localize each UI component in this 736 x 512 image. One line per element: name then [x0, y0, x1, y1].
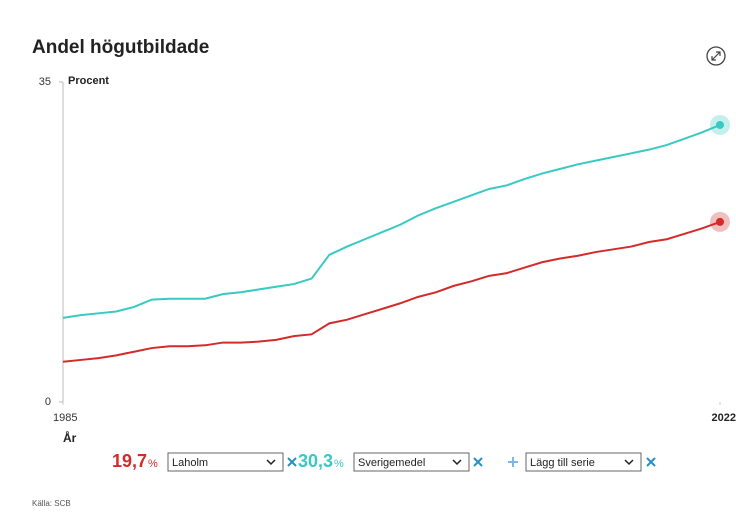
select-box[interactable]	[525, 452, 642, 472]
series-select[interactable]: Sverigemedel	[353, 452, 470, 472]
source: Källa: SCB	[32, 499, 71, 508]
series-select[interactable]: Lägg till serie	[525, 452, 642, 472]
end-marker	[716, 120, 724, 129]
select-chevron[interactable]	[624, 459, 634, 466]
chart-title: Andel högutbildade	[32, 37, 209, 58]
expand-button[interactable]	[706, 46, 726, 66]
y-axis-label: Procent	[68, 75, 109, 87]
x-axis-label: År	[63, 430, 77, 445]
select-text[interactable]: Lägg till serie	[530, 457, 595, 469]
series-line	[62, 124, 721, 319]
remove-button[interactable]	[287, 457, 297, 467]
select-chevron[interactable]	[266, 459, 276, 466]
x-tick-label: 2022	[712, 412, 736, 424]
select-text[interactable]: Laholm	[172, 457, 208, 469]
select-box[interactable]	[167, 452, 284, 472]
remove-button[interactable]	[473, 457, 483, 467]
unit-label: %	[148, 458, 158, 470]
unit-label: %	[334, 458, 344, 470]
series-line	[62, 220, 721, 363]
end-value-label: 30,3	[298, 451, 333, 471]
y-tick-label: 0	[45, 396, 51, 408]
x-tick-label: 1985	[53, 412, 77, 424]
end-value-label: 19,7	[112, 451, 147, 471]
series-select[interactable]: Laholm	[167, 452, 284, 472]
y-tick-label: 35	[39, 76, 51, 88]
select-chevron[interactable]	[452, 459, 462, 466]
add-icon[interactable]	[508, 457, 518, 467]
select-text[interactable]: Sverigemedel	[358, 457, 425, 469]
remove-button[interactable]	[646, 457, 656, 467]
end-marker	[716, 217, 724, 226]
select-box[interactable]	[353, 452, 470, 472]
